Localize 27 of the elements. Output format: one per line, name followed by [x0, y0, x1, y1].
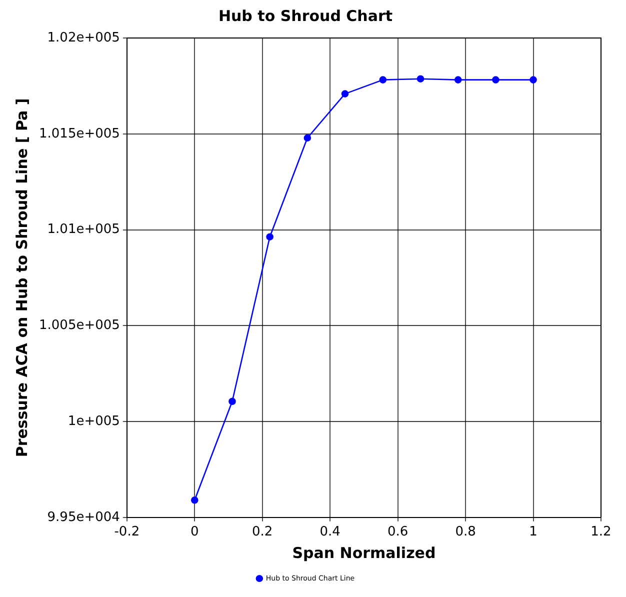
x-tick-label: 0 [190, 524, 199, 540]
x-axis-title: Span Normalized [292, 544, 436, 562]
y-tick-label: 1.01e+005 [47, 222, 120, 238]
y-axis-title: Pressure ACA on Hub to Shroud Line [ Pa ] [12, 98, 31, 458]
x-tick-label: 0.6 [387, 524, 408, 540]
point [228, 398, 236, 406]
y-tick-label: 1.015e+005 [39, 126, 120, 142]
y-tick-label: 1.02e+005 [47, 30, 120, 46]
point [266, 233, 274, 241]
x-tick-label: 1 [529, 524, 538, 540]
point [530, 76, 537, 84]
point [416, 75, 424, 82]
x-tick-label: 0.4 [320, 524, 340, 540]
x-tick-label: 1.2 [590, 524, 612, 540]
chart-title: Hub to Shroud Chart [218, 6, 393, 25]
point [341, 90, 349, 98]
point [304, 134, 312, 142]
x-tick-label: -0.2 [114, 524, 140, 540]
y-tick-label: 9.95e+004 [47, 510, 120, 525]
x-tick-label: 0.8 [455, 524, 476, 540]
y-tick-label: 1.005e+005 [39, 318, 120, 334]
point [454, 76, 462, 84]
point [379, 76, 387, 84]
point [492, 76, 500, 84]
point [190, 496, 198, 504]
y-tick-label: 1e+005 [68, 414, 120, 429]
x-tick-label: 0.2 [252, 524, 273, 540]
